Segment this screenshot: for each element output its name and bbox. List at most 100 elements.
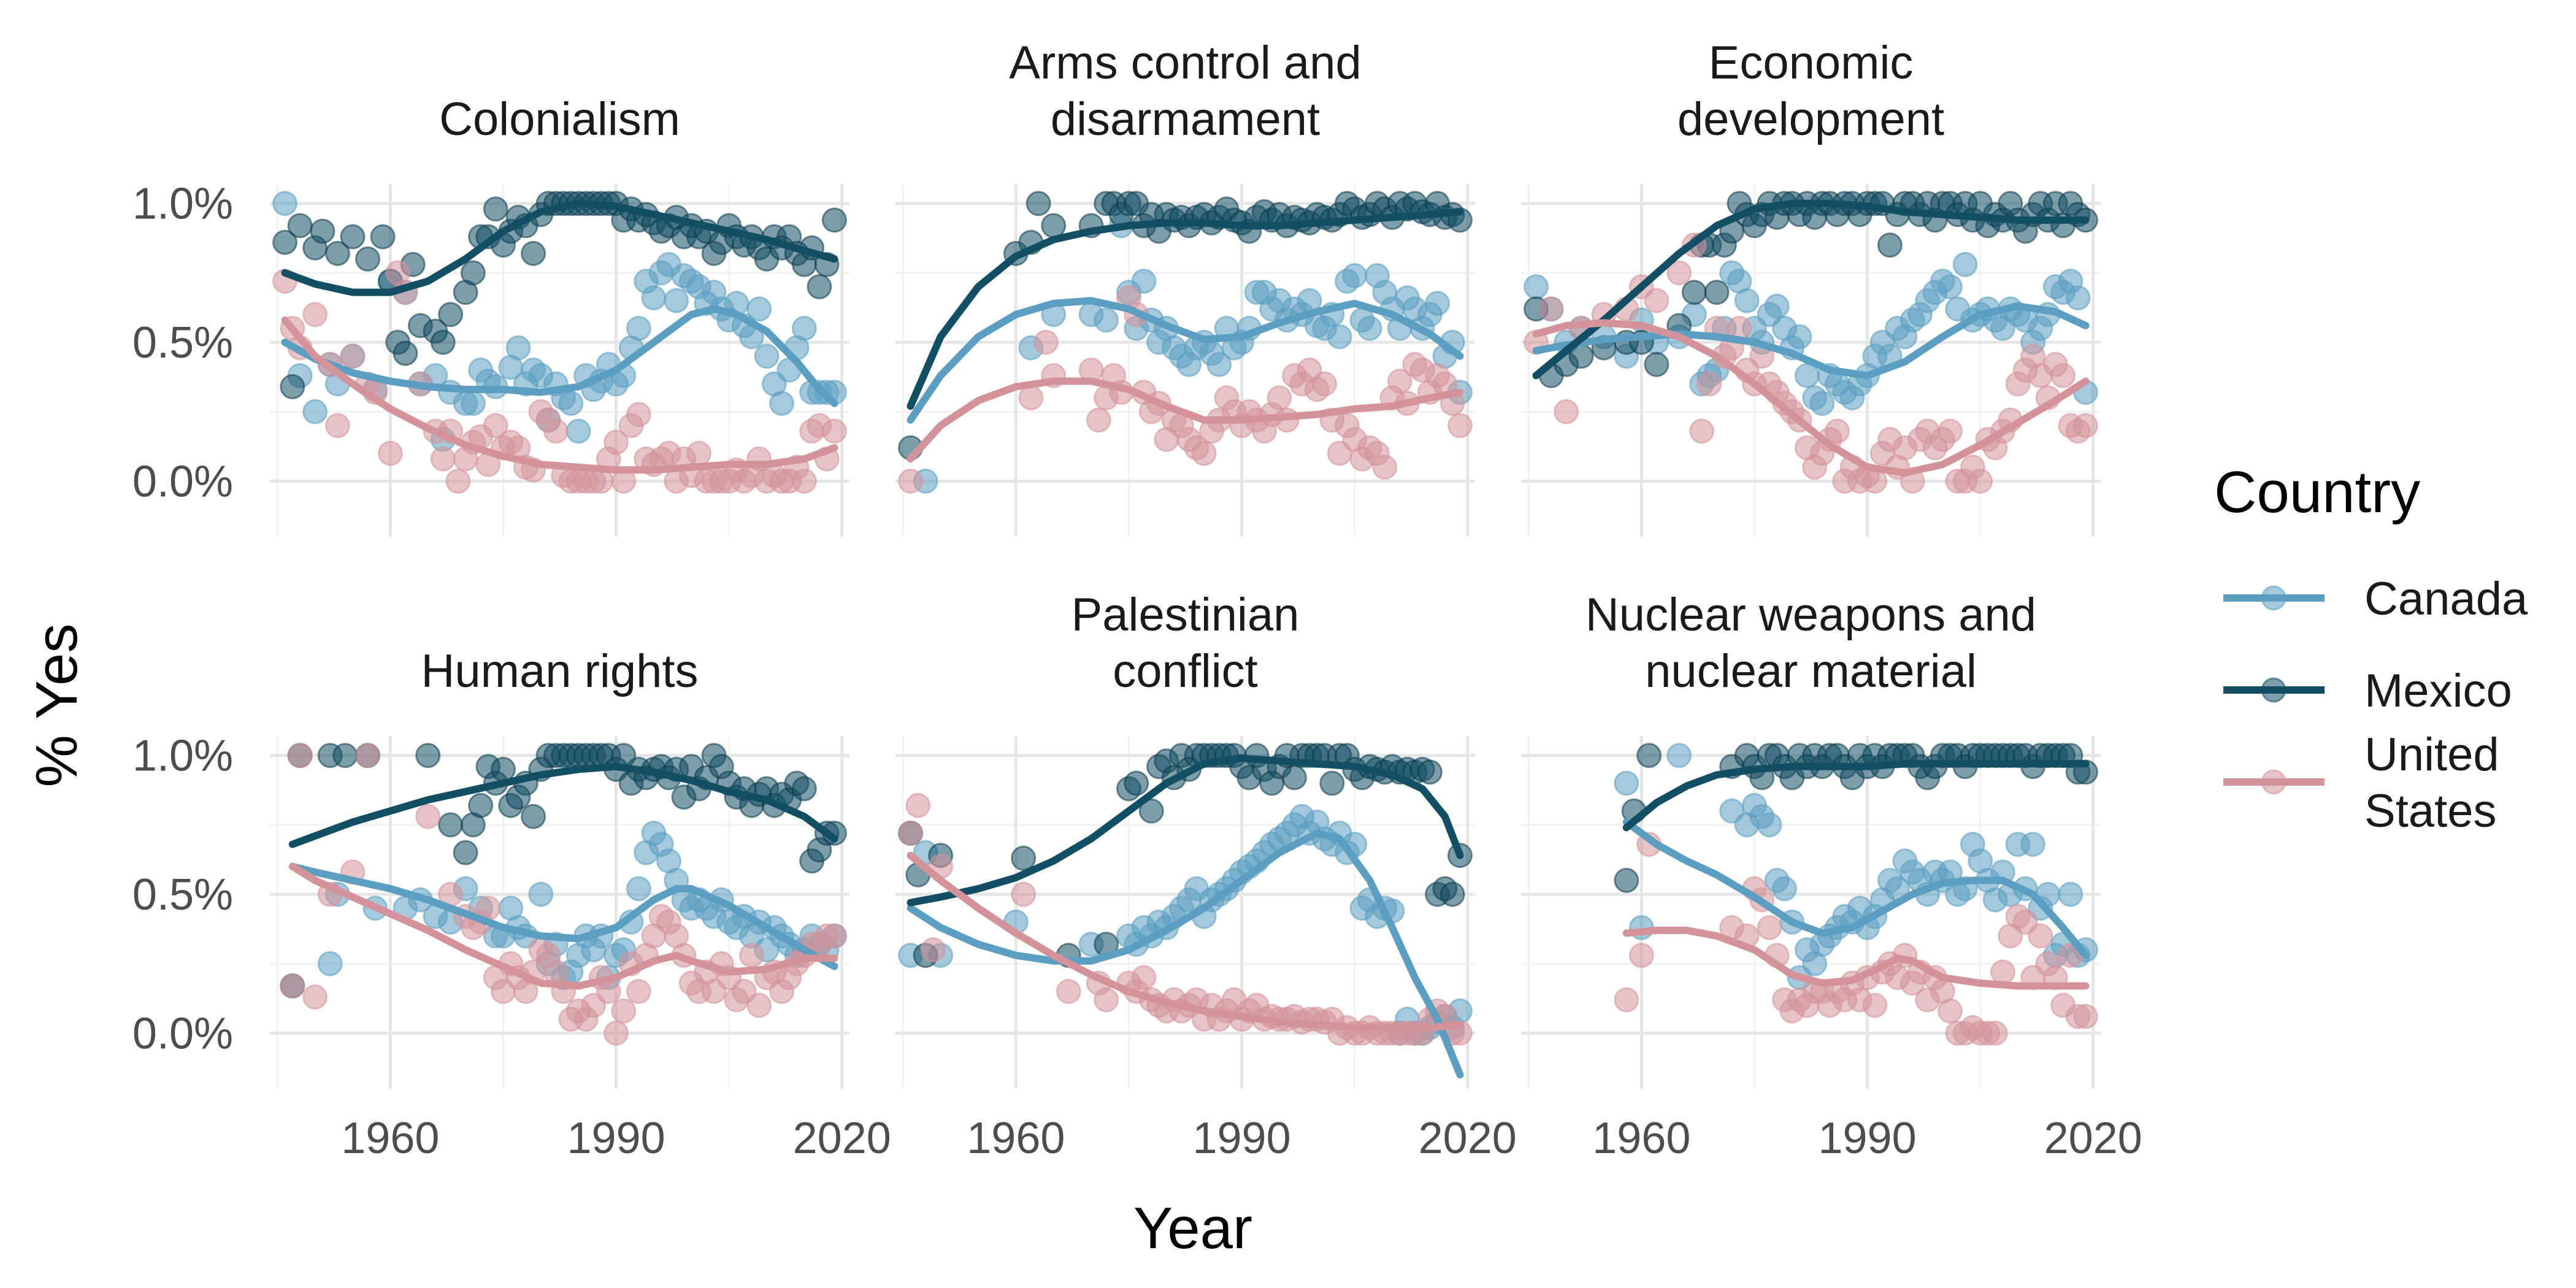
data-point (302, 399, 328, 424)
data-point (438, 812, 464, 838)
x-tick-label: 2020 (1419, 1114, 1517, 1163)
data-point (626, 876, 651, 902)
data-point (611, 998, 637, 1024)
legend-key-point (2261, 677, 2287, 703)
data-point (1131, 268, 1157, 294)
trend-line (288, 862, 838, 990)
x-tick-label: 1990 (1192, 1114, 1290, 1163)
data-point (2050, 362, 2076, 388)
data-point (1644, 351, 1669, 377)
panel-title: conflict (1113, 645, 1258, 697)
trend-line (1622, 926, 2090, 990)
data-point (280, 374, 305, 400)
data-point (1757, 914, 1782, 940)
data-point (1524, 274, 1549, 300)
data-point (1938, 418, 1963, 444)
data-point (1968, 468, 1993, 494)
data-point (1554, 399, 1579, 424)
data-point (1011, 881, 1037, 907)
data-point (1644, 288, 1669, 313)
data-point (1447, 413, 1473, 439)
x-tick-label: 2020 (793, 1114, 891, 1163)
data-point (641, 285, 667, 311)
trend-line (1532, 302, 2090, 380)
trend-line (1532, 319, 2090, 477)
data-point (604, 1020, 629, 1046)
data-point (1319, 770, 1345, 796)
x-tick-label: 1960 (967, 1114, 1065, 1163)
data-point (430, 329, 456, 355)
data-point (2058, 881, 2083, 907)
data-point (468, 792, 494, 818)
data-point (905, 792, 931, 818)
trend-line (281, 305, 838, 407)
panel-title: disarmament (1051, 93, 1320, 145)
data-point (807, 274, 832, 300)
data-point (1267, 385, 1292, 411)
trend-line (281, 316, 838, 474)
data-point (664, 288, 689, 313)
data-point (686, 440, 712, 466)
legend-key-point (2261, 769, 2287, 795)
data-point (604, 429, 629, 455)
data-point (1025, 191, 1051, 217)
data-point (1372, 454, 1398, 480)
data-point (821, 207, 847, 233)
data-point (738, 943, 764, 968)
data-point (746, 296, 772, 322)
data-point (302, 984, 328, 1010)
trend-line (288, 762, 838, 848)
trend-line (907, 851, 1464, 1032)
facet-panel: Colonialism 0.0% 0.5% 1.0% (132, 93, 849, 537)
data-point (1952, 251, 1978, 277)
data-point (1666, 260, 1692, 286)
data-point (1191, 440, 1217, 466)
x-axis-label: Year (1133, 1195, 1252, 1261)
data-point (2072, 1003, 2098, 1029)
data-point (558, 391, 584, 416)
data-point (453, 840, 478, 865)
data-point (1824, 418, 1850, 444)
data-point (1614, 867, 1639, 893)
data-point (2020, 832, 2046, 857)
trend-line (1622, 818, 2090, 959)
data-point (340, 224, 366, 250)
legend-label: Canada (2364, 573, 2528, 625)
data-point (1614, 770, 1639, 796)
data-point (280, 973, 305, 999)
data-point (324, 240, 350, 266)
data-point (1990, 959, 2015, 985)
data-point (430, 446, 456, 472)
data-point (2065, 285, 2091, 311)
data-point (377, 440, 403, 466)
trend-line (1532, 199, 2090, 380)
panel-title: nuclear material (1645, 645, 1977, 697)
legend-label: States (2364, 785, 2496, 837)
data-point (1312, 371, 1338, 397)
data-point (1614, 987, 1639, 1013)
panel-title: Nuclear weapons and (1585, 589, 2036, 641)
data-point (332, 743, 358, 769)
panel-title: Human rights (421, 645, 699, 697)
data-point (445, 468, 471, 494)
data-point (287, 213, 313, 239)
y-tick-label: 0.5% (132, 318, 233, 367)
trend-line (288, 862, 838, 970)
data-point (415, 743, 441, 769)
data-point (340, 343, 366, 369)
data-point (1357, 315, 1382, 341)
data-point (1764, 293, 1790, 319)
data-point (1757, 812, 1782, 838)
data-point (521, 240, 546, 266)
x-tick-label: 1990 (567, 1114, 665, 1163)
data-point (1681, 280, 1707, 305)
data-point (769, 391, 795, 416)
data-point (1772, 876, 1798, 902)
data-point (1011, 845, 1037, 871)
data-point (1666, 743, 1692, 769)
data-point (1439, 881, 1465, 907)
